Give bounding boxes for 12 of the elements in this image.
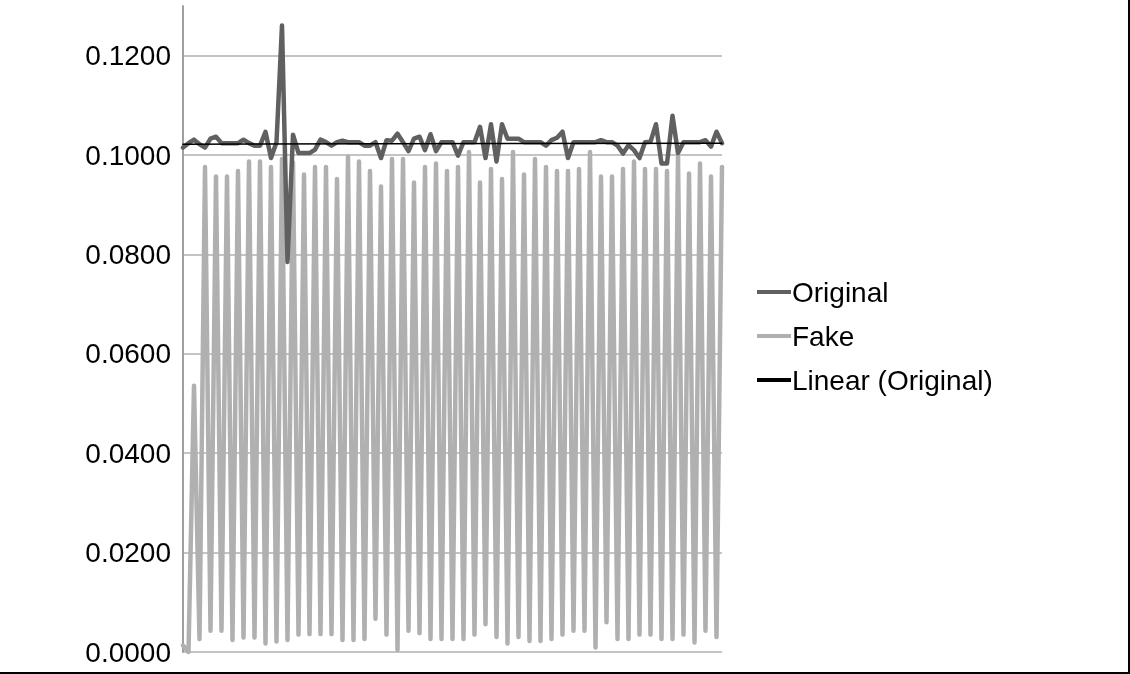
line-series <box>180 23 725 265</box>
y-tick-label: 0.0200 <box>85 537 171 569</box>
y-tick-label: 0.0600 <box>85 338 171 370</box>
y-tick-label: 0.0800 <box>85 238 171 270</box>
y-tick-label: 0.0400 <box>85 437 171 469</box>
legend-label: Original <box>792 276 889 308</box>
legend-label: Linear (Original) <box>792 364 993 396</box>
legend-label: Fake <box>792 320 855 352</box>
y-tick-label: 0.1200 <box>85 40 171 72</box>
y-tick-label: 0.1000 <box>85 139 171 171</box>
y-tick-label: 0.0000 <box>85 636 171 668</box>
line-series <box>180 149 725 655</box>
